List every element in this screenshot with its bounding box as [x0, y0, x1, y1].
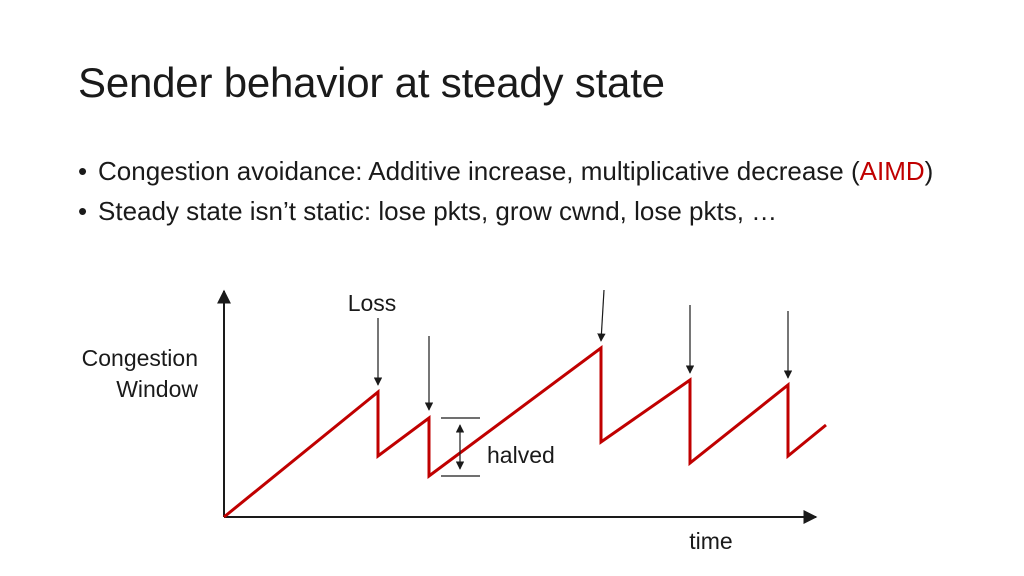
bullet-text-end: ) [924, 156, 934, 186]
halved-label: halved [487, 442, 555, 468]
y-axis-label-line1: Congestion [82, 345, 198, 371]
loss-label: Loss [348, 290, 397, 316]
x-axis-label: time [689, 528, 732, 554]
bullet-item-aimd: • Congestion avoidance: Additive increase… [78, 155, 958, 187]
bullet-text: Congestion avoidance: Additive increase,… [98, 156, 860, 186]
aimd-highlight: AIMD [859, 156, 925, 186]
y-axis-label-line2: Window [116, 376, 198, 402]
slide-title: Sender behavior at steady state [78, 59, 665, 106]
bullet-list: • Congestion avoidance: Additive increase… [78, 155, 958, 235]
bullet-text: Steady state isn’t static: lose pkts, gr… [98, 196, 778, 226]
bullet-marker: • [78, 156, 88, 186]
bullet-marker: • [78, 196, 88, 226]
cwnd-sawtooth-line [223, 345, 827, 519]
loss-arrow-3 [597, 289, 606, 342]
bullet-item-steady-state: • Steady state isn’t static: lose pkts, g… [78, 195, 958, 227]
